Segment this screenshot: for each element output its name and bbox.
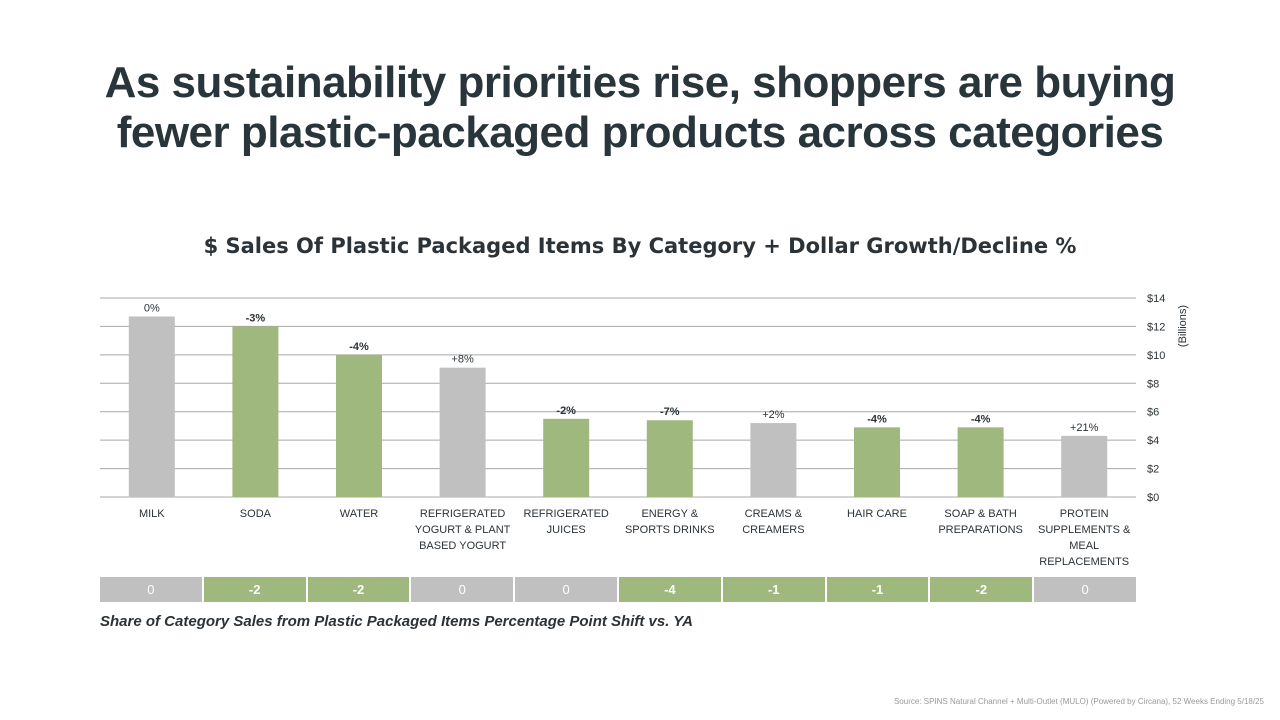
y-axis-title: (Billions) (1177, 305, 1189, 347)
category-label: PROTEIN (1060, 508, 1109, 520)
category-label: SPORTS DRINKS (625, 524, 715, 536)
y-axis-labels: $0 $2 $4 $6 $8 $10 $12 $14 (1147, 293, 1165, 504)
category-label: SODA (240, 508, 272, 520)
headline-line-1: As sustainability priorities rise, shopp… (104, 58, 1176, 107)
category-label: MEAL (1069, 540, 1099, 552)
category-label: REFRIGERATED (420, 508, 505, 520)
category-label: HAIR CARE (847, 508, 907, 520)
share-shift-cell: 0 (1034, 577, 1136, 602)
headline: As sustainability priorities rise, shopp… (0, 58, 1280, 158)
bar (543, 418, 590, 497)
share-shift-cell: -1 (722, 577, 827, 602)
share-shift-cell: -2 (930, 577, 1035, 602)
data-labels: 0% -3% -4% +8% -2% -7% +2% -4% -4% +21% (144, 302, 1099, 433)
growth-label: -7% (660, 406, 680, 418)
category-label: WATER (340, 508, 379, 520)
share-shift-cell: -4 (618, 577, 723, 602)
category-label: ENERGY & (641, 508, 698, 520)
bar (1061, 435, 1108, 497)
growth-label: +21% (1070, 422, 1099, 434)
y-tick-label: $12 (1147, 321, 1165, 333)
x-axis-labels: MILK SODA WATER REFRIGERATED YOGURT & PLANT B… (139, 508, 1131, 568)
y-tick-label: $4 (1147, 435, 1159, 447)
growth-label: 0% (144, 302, 160, 314)
share-shift-cell: -2 (203, 577, 308, 602)
share-shift-caption: Share of Category Sales from Plastic Pac… (100, 613, 693, 630)
bar (439, 367, 486, 497)
bar (957, 427, 1004, 497)
category-label: YOGURT & PLANT (415, 524, 511, 536)
source-note: Source: SPINS Natural Channel + Multi-Ou… (893, 697, 1264, 706)
category-label: REPLACEMENTS (1039, 556, 1129, 568)
bar (750, 423, 797, 497)
category-label: SUPPLEMENTS & (1038, 524, 1131, 536)
category-label: JUICES (547, 524, 586, 536)
category-label: REFRIGERATED (524, 508, 609, 520)
y-tick-label: $0 (1147, 492, 1159, 504)
share-shift-cell: 0 (411, 577, 516, 602)
share-shift-cell: -1 (826, 577, 931, 602)
y-tick-label: $10 (1147, 350, 1165, 362)
growth-label: -2% (556, 405, 576, 417)
growth-label: -4% (867, 413, 887, 425)
share-shift-cell: 0 (515, 577, 619, 602)
bar (128, 316, 175, 497)
growth-label: +8% (451, 354, 474, 366)
category-label: CREAMS & (745, 508, 803, 520)
category-label: SOAP & BATH (944, 508, 1016, 520)
y-tick-label: $6 (1147, 407, 1159, 419)
growth-label: -3% (246, 312, 266, 324)
bars (128, 316, 1108, 497)
growth-label: +2% (762, 409, 785, 421)
category-label: MILK (139, 508, 165, 520)
growth-label: -4% (349, 341, 369, 353)
category-label: CREAMERS (742, 524, 804, 536)
bar (854, 427, 900, 497)
bar (336, 354, 382, 497)
category-label: BASED YOGURT (419, 540, 506, 552)
chart-title: $ Sales Of Plastic Packaged Items By Cat… (203, 234, 1077, 258)
bar (232, 326, 279, 497)
y-tick-label: $8 (1147, 378, 1159, 390)
headline-line-2: fewer plastic-packaged products across c… (116, 108, 1164, 157)
y-tick-label: $2 (1147, 464, 1159, 476)
share-shift-cell: -2 (307, 577, 412, 602)
category-label: PREPARATIONS (938, 524, 1023, 536)
share-shift-row: 0 -2 -2 0 0 -4 -1 -1 -2 0 (100, 577, 1136, 602)
share-shift-cell: 0 (100, 577, 204, 602)
bar (646, 420, 693, 497)
growth-label: -4% (971, 413, 991, 425)
y-tick-label: $14 (1147, 293, 1165, 305)
